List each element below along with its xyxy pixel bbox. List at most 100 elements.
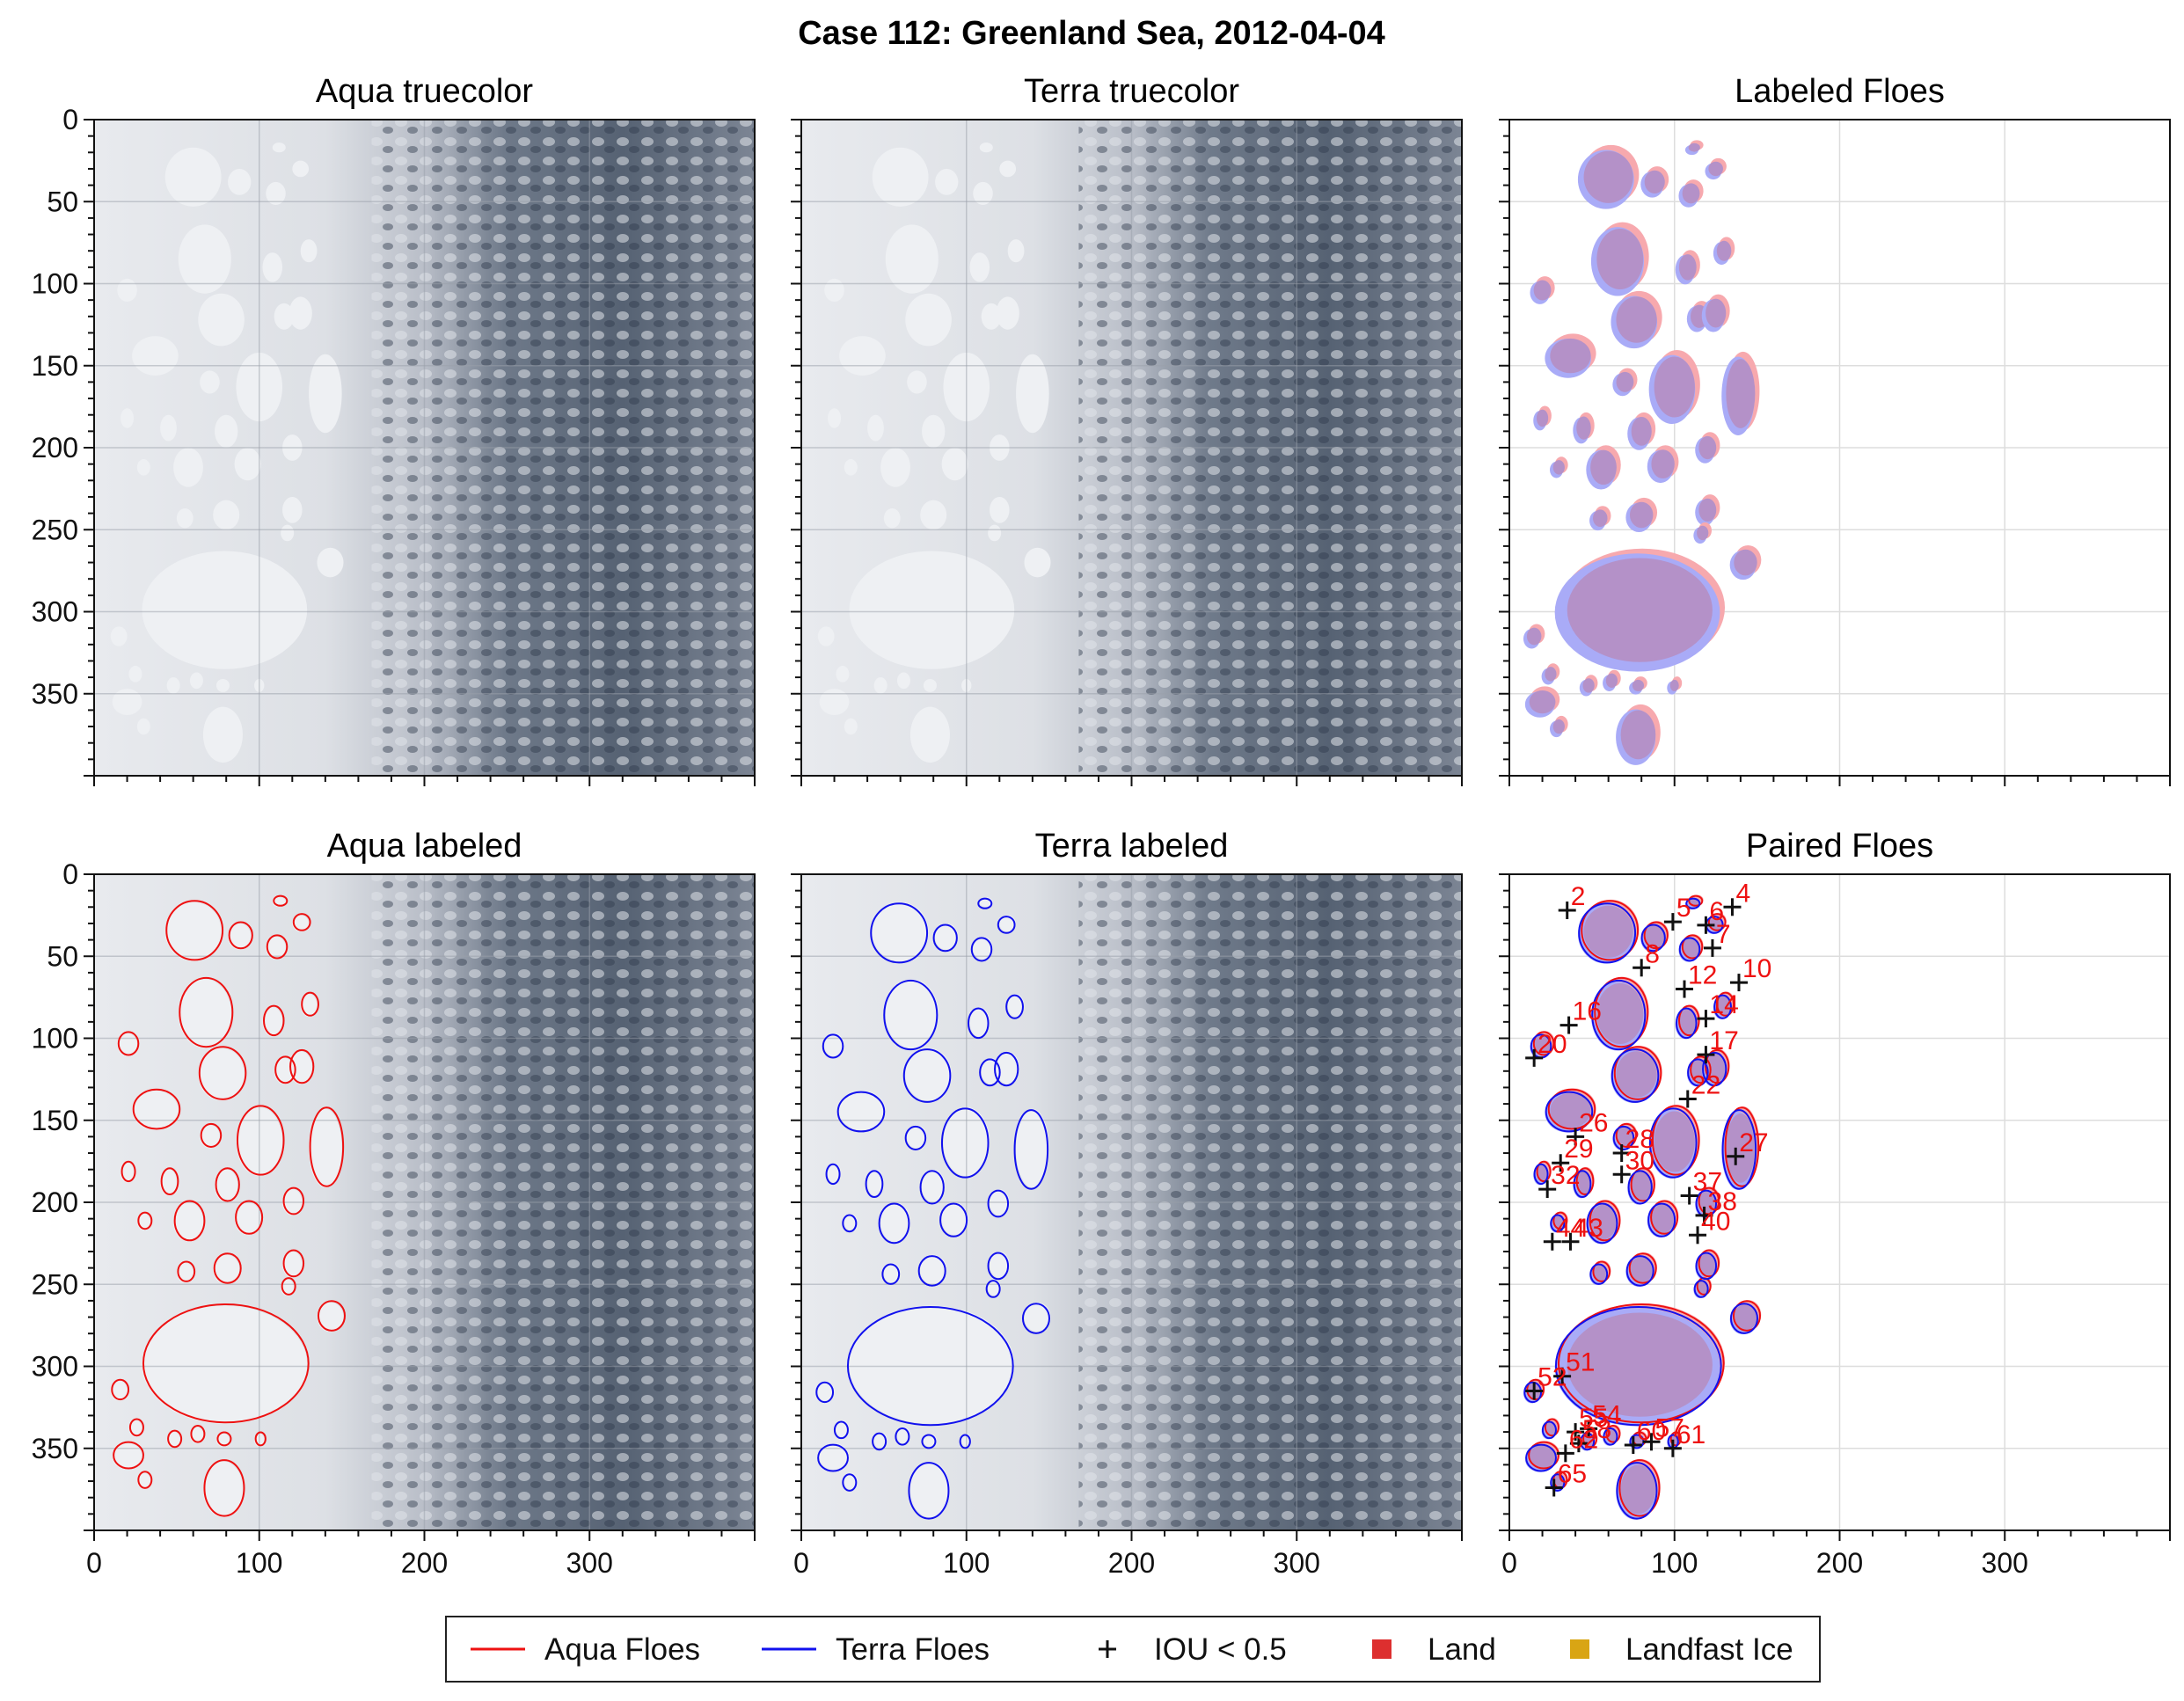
overlap-floe-mask bbox=[1616, 1126, 1634, 1147]
ice-floe bbox=[905, 1048, 952, 1101]
aqua-floe-outline bbox=[263, 1004, 285, 1037]
overlap-floe-mask bbox=[1616, 1051, 1657, 1098]
terra-floe-outline bbox=[870, 902, 929, 964]
iou-marker bbox=[1697, 916, 1715, 934]
ice-floe bbox=[867, 1169, 884, 1196]
iou-marker bbox=[1538, 1180, 1557, 1199]
axes-ticks: 0 50 100 150 200 250 300 350 bbox=[32, 104, 756, 786]
overlap-floe-mask bbox=[1631, 416, 1652, 446]
floe-id-label: 17 bbox=[1709, 1026, 1738, 1055]
terra-floe-outline bbox=[985, 1280, 1001, 1298]
ice-floe bbox=[824, 1033, 844, 1057]
terra-floe-outline bbox=[1702, 1051, 1727, 1087]
floe-id-label: 38 bbox=[1708, 1187, 1737, 1216]
iou-marker bbox=[1612, 1144, 1631, 1163]
terra-floe-outline bbox=[977, 897, 993, 909]
floe-id-label: 12 bbox=[1688, 961, 1717, 990]
floe-id-label: 2 bbox=[1571, 882, 1586, 911]
ice-floe bbox=[189, 672, 203, 690]
terra-floe-outline bbox=[1616, 1462, 1658, 1520]
terra-floe-outline bbox=[940, 1107, 990, 1179]
floe-id-label: 14 bbox=[1709, 990, 1738, 1019]
y-tick-label: 100 bbox=[32, 268, 78, 300]
ice-floe bbox=[990, 496, 1010, 523]
terra-floe-outline bbox=[987, 1189, 1010, 1218]
iou-marker bbox=[1678, 1090, 1697, 1108]
ice-floe bbox=[896, 672, 910, 690]
overlap-floe-mask bbox=[1576, 416, 1591, 440]
y-tick-label: 0 bbox=[62, 858, 78, 890]
overlap-floe-mask bbox=[1734, 1303, 1757, 1331]
aqua-floe-outline bbox=[1618, 1459, 1661, 1517]
terra-floe-outline bbox=[1541, 1420, 1557, 1440]
overlap-floe-mask bbox=[1688, 142, 1700, 152]
terra-floe-outline bbox=[921, 1434, 937, 1449]
aqua-floe-outline bbox=[1690, 1055, 1712, 1084]
x-tick-label: 0 bbox=[86, 1547, 102, 1579]
ice-floe bbox=[266, 181, 286, 205]
aqua-floe-outline bbox=[198, 1046, 247, 1100]
overlap-floe-mask bbox=[1593, 509, 1608, 528]
grid bbox=[94, 874, 755, 1530]
overlap-floe-mask bbox=[1708, 916, 1723, 931]
ice-floe bbox=[909, 1461, 950, 1518]
ice-floe bbox=[973, 936, 993, 960]
ice-floe bbox=[988, 524, 1002, 542]
terra-floe-outline bbox=[825, 1163, 841, 1186]
ice-floe bbox=[836, 666, 850, 683]
iou-marker bbox=[1663, 1439, 1682, 1457]
aqua-floe-outline bbox=[1698, 1249, 1720, 1278]
ice-floe bbox=[922, 414, 946, 448]
ice-floe bbox=[173, 1202, 203, 1242]
iou-marker bbox=[1569, 1435, 1588, 1453]
ice-floe bbox=[274, 1057, 295, 1084]
overlap-floe-mask bbox=[1697, 525, 1709, 541]
aqua-floe-outline bbox=[1589, 1200, 1621, 1242]
aqua-floe-outline bbox=[142, 1303, 310, 1424]
panel-title: Paired Floes bbox=[1746, 828, 1933, 865]
x-tick-label: 100 bbox=[943, 1547, 990, 1579]
aqua-floe-outline bbox=[1552, 1211, 1568, 1230]
ice-floe bbox=[121, 408, 135, 428]
ice-floe bbox=[112, 689, 142, 715]
ice-floe bbox=[872, 902, 929, 961]
ice-floe bbox=[117, 278, 137, 303]
overlap-floe-mask bbox=[1616, 371, 1634, 392]
iou-marker bbox=[1689, 1226, 1707, 1245]
overlap-floe-mask bbox=[1682, 938, 1700, 959]
terra-floe-outline bbox=[1554, 1305, 1722, 1427]
grid bbox=[94, 120, 755, 776]
ice-floe bbox=[142, 551, 308, 669]
ice-floe bbox=[309, 354, 342, 434]
terra-floe-outline bbox=[1695, 1252, 1718, 1281]
terra-floe-outline bbox=[1687, 1058, 1709, 1087]
overlap-floe-mask bbox=[1605, 1427, 1618, 1443]
iou-marker bbox=[1543, 1232, 1561, 1251]
aqua-floe-outline bbox=[317, 1300, 347, 1332]
overlap-floe-mask bbox=[1583, 150, 1633, 203]
iou-marker bbox=[1729, 974, 1748, 992]
aqua-floe-outline bbox=[235, 1200, 264, 1235]
ice-floe bbox=[136, 459, 150, 476]
overlap-floe-mask bbox=[1654, 1111, 1695, 1172]
legend-label: Terra Floes bbox=[836, 1632, 990, 1667]
aqua-floe-outline bbox=[1544, 1418, 1559, 1437]
ice-floe bbox=[883, 508, 901, 529]
terra-floe-outline bbox=[932, 924, 958, 953]
overlap-floe-mask bbox=[1669, 679, 1679, 691]
ice-floe bbox=[300, 239, 318, 263]
floe-id-label: 61 bbox=[1676, 1420, 1706, 1449]
legend-label: Aqua Floes bbox=[544, 1632, 700, 1667]
aqua-floe-outline bbox=[160, 1167, 179, 1196]
terra-floe-outline bbox=[917, 1255, 946, 1287]
ice-floe bbox=[1016, 1108, 1049, 1188]
figure-title: Case 112: Greenland Sea, 2012-04-04 bbox=[798, 15, 1385, 52]
terra-floe-outline bbox=[1713, 994, 1732, 1019]
overlap-floe-mask bbox=[1632, 679, 1645, 691]
legend-frame bbox=[445, 1616, 1821, 1683]
terra-floe-outline bbox=[1721, 1109, 1757, 1190]
terra-floe-outline bbox=[872, 1432, 887, 1451]
ice-floe bbox=[160, 414, 177, 442]
x-tick-label: 100 bbox=[236, 1547, 282, 1579]
